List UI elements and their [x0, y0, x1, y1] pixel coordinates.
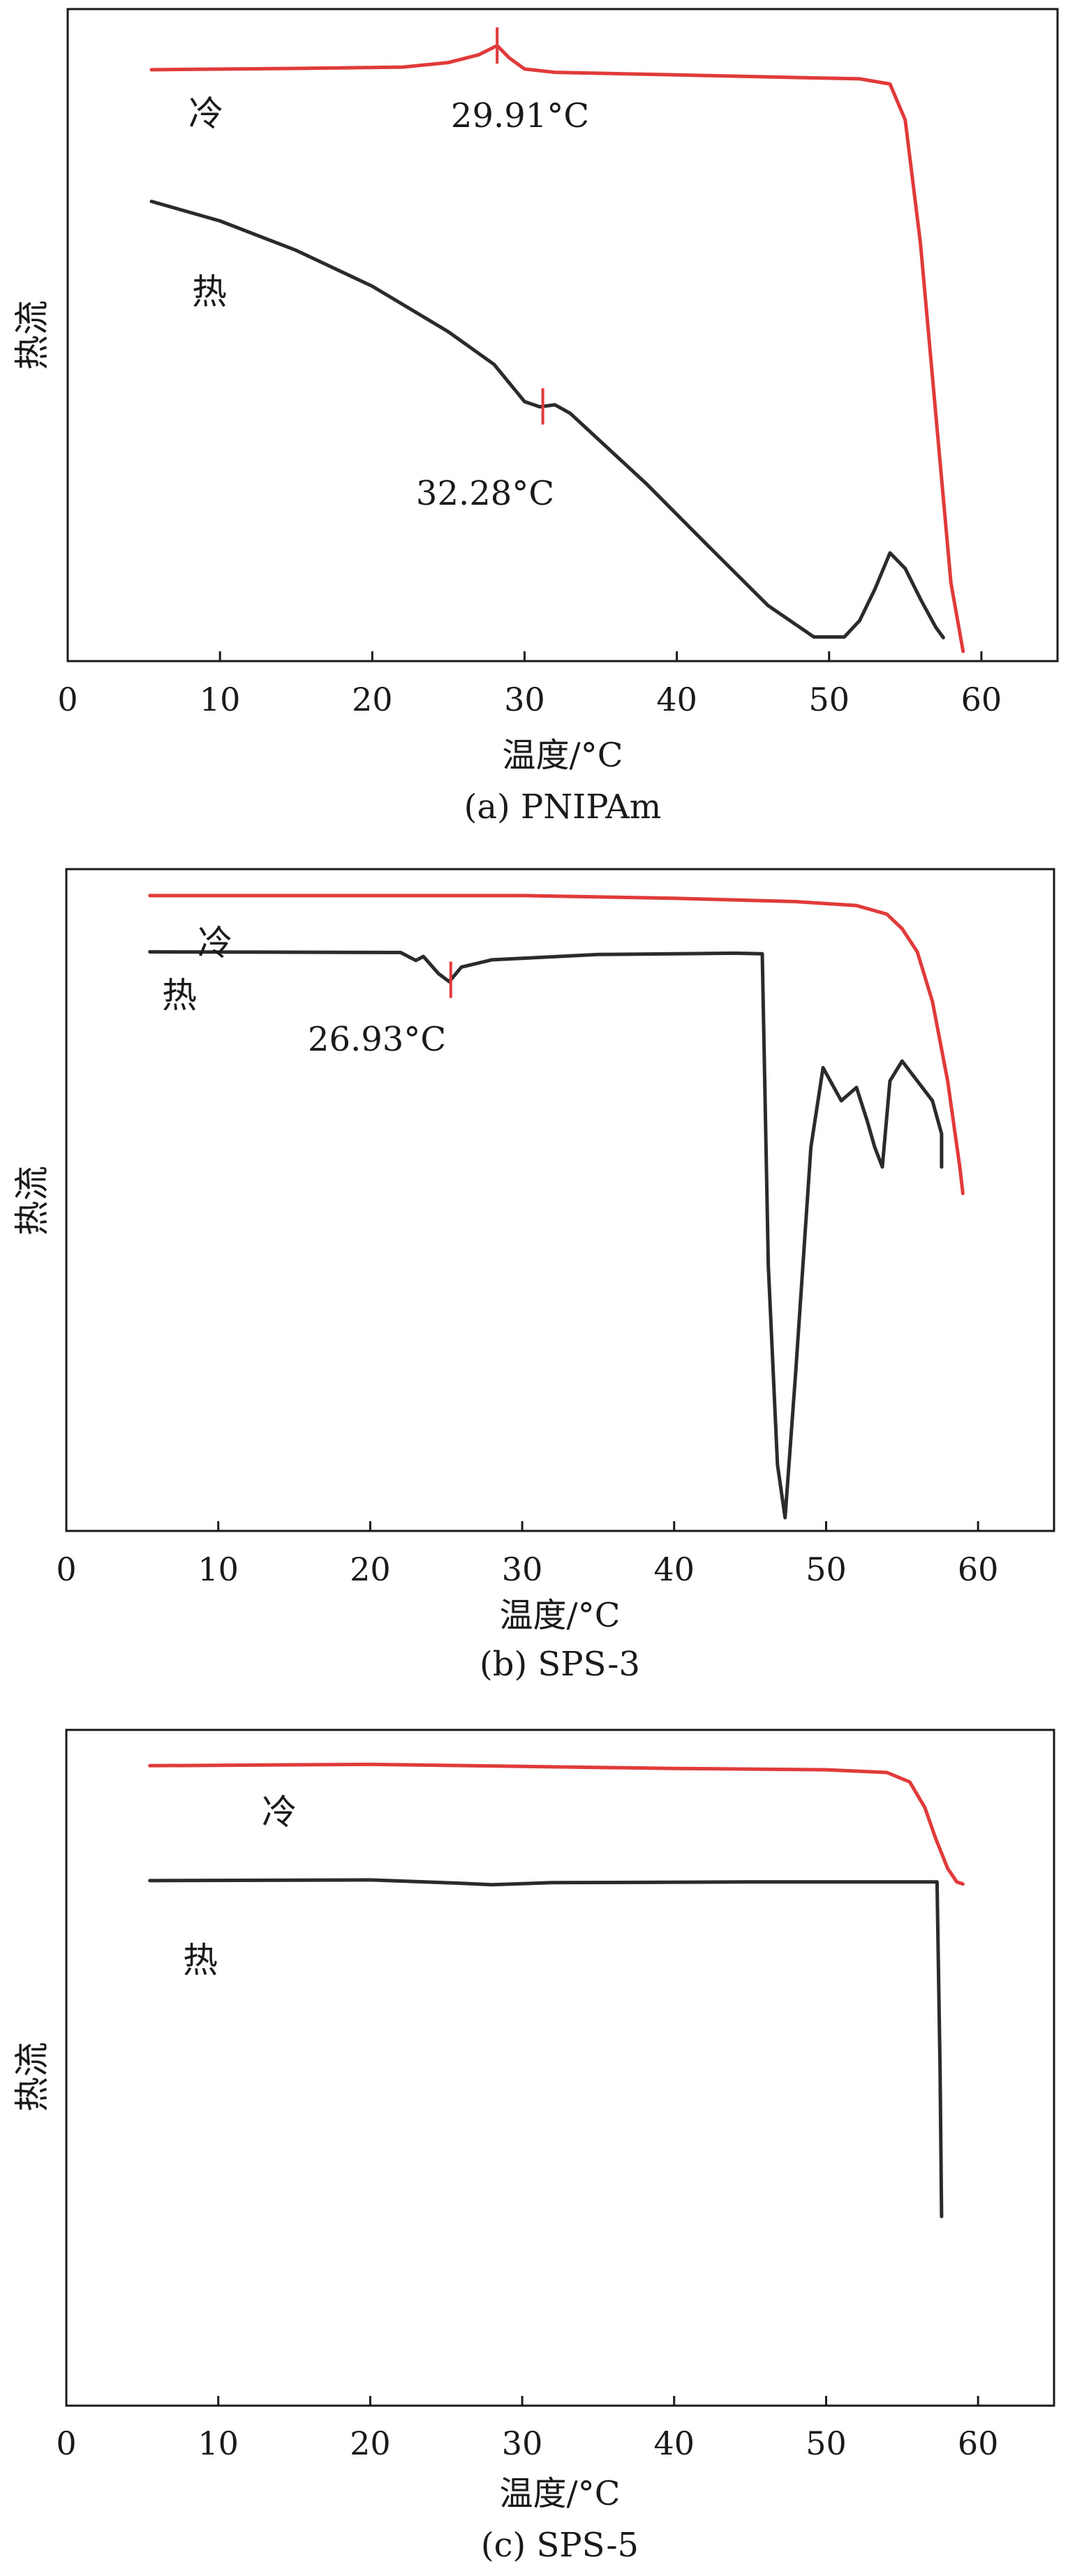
caption-c: (c) SPS-5 [481, 2526, 639, 2565]
series-line-hot-b [148, 950, 944, 1520]
series-line-cold-c [148, 1762, 965, 1886]
x-tick-label-c-60: 60 [958, 2425, 999, 2462]
x-axis-ticks-c [65, 2396, 979, 2406]
x-axis-tick-labels-c: 0 10 20 30 40 50 60 [56, 2425, 998, 2462]
series-lines-c [148, 1762, 965, 2219]
plot-frame-a [66, 8, 1059, 662]
x-tick-label-b-40: 40 [653, 1550, 695, 1588]
x-tick-label-b-30: 30 [502, 1550, 543, 1588]
series-label-hot-a: 热 [192, 272, 227, 312]
y-axis-label-a: 热流 [12, 300, 52, 370]
series-label-hot-c: 热 [183, 1940, 218, 1981]
chart-panel-b: 0 10 20 30 40 50 60 冷 热 26.93°C 热流 温度/°C (b) S… [12, 868, 1055, 1684]
caption-b: (b) SPS-3 [480, 1645, 640, 1684]
x-tick-label-c-50: 50 [806, 2425, 847, 2462]
x-tick-label-c-30: 30 [502, 2425, 543, 2462]
series-label-cold-c: 冷 [262, 1792, 297, 1833]
x-tick-label-b-0: 0 [56, 1550, 76, 1588]
x-tick-label-a-30: 30 [504, 681, 545, 718]
x-axis-tick-labels-b: 0 10 20 30 40 50 60 [56, 1550, 998, 1588]
y-axis-label-c: 热流 [12, 2042, 52, 2112]
x-tick-label-b-10: 10 [198, 1550, 239, 1588]
series-lines-a [149, 43, 965, 653]
x-tick-label-b-60: 60 [958, 1550, 999, 1588]
x-axis-ticks-b [65, 1521, 979, 1531]
x-tick-label-b-20: 20 [350, 1550, 391, 1588]
series-line-hot-a [149, 200, 945, 639]
x-axis-ticks-a [66, 651, 983, 661]
series-line-cold-a [149, 43, 965, 653]
x-tick-label-c-20: 20 [350, 2425, 391, 2462]
series-line-cold-b [148, 894, 965, 1195]
series-lines-b [148, 894, 965, 1520]
series-label-cold-b: 冷 [198, 923, 232, 963]
x-axis-label-b: 温度/°C [500, 1596, 621, 1635]
plot-frame-c [65, 1729, 1055, 2407]
x-tick-label-a-10: 10 [200, 681, 241, 718]
annotation-label-hot-b: 26.93°C [308, 1020, 446, 1059]
x-tick-label-c-40: 40 [653, 2425, 695, 2462]
plot-frame-b [65, 868, 1055, 1532]
x-axis-label-c: 温度/°C [500, 2474, 621, 2513]
x-tick-label-a-0: 0 [57, 681, 77, 718]
series-label-hot-b: 热 [162, 975, 197, 1016]
x-axis-label-a: 温度/°C [503, 736, 623, 775]
chart-panel-c: 0 10 20 30 40 50 60 冷 热 热流 温度/°C (c) SPS-5 [12, 1729, 1055, 2565]
series-label-cold-a: 冷 [188, 94, 223, 134]
y-axis-label-b: 热流 [12, 1166, 52, 1236]
x-tick-label-b-50: 50 [806, 1550, 847, 1588]
annotations-a [496, 27, 544, 425]
x-tick-label-a-20: 20 [352, 681, 393, 718]
x-tick-label-c-10: 10 [198, 2425, 239, 2462]
x-tick-label-a-60: 60 [961, 681, 1002, 718]
x-axis-tick-labels-a: 0 10 20 30 40 50 60 [57, 681, 1002, 718]
caption-a: (a) PNIPAm [464, 787, 662, 827]
annotation-label-hot-a: 32.28°C [416, 474, 554, 513]
x-tick-label-a-40: 40 [656, 681, 697, 718]
annotation-label-cold-a: 29.91°C [451, 96, 589, 135]
series-line-hot-c [148, 1878, 944, 2219]
x-tick-label-a-50: 50 [808, 681, 850, 718]
x-tick-label-c-0: 0 [56, 2425, 76, 2462]
chart-panel-a: 0 10 20 30 40 50 60 冷 热 29.91°C 32.28°C 热流 温度/… [12, 8, 1059, 827]
